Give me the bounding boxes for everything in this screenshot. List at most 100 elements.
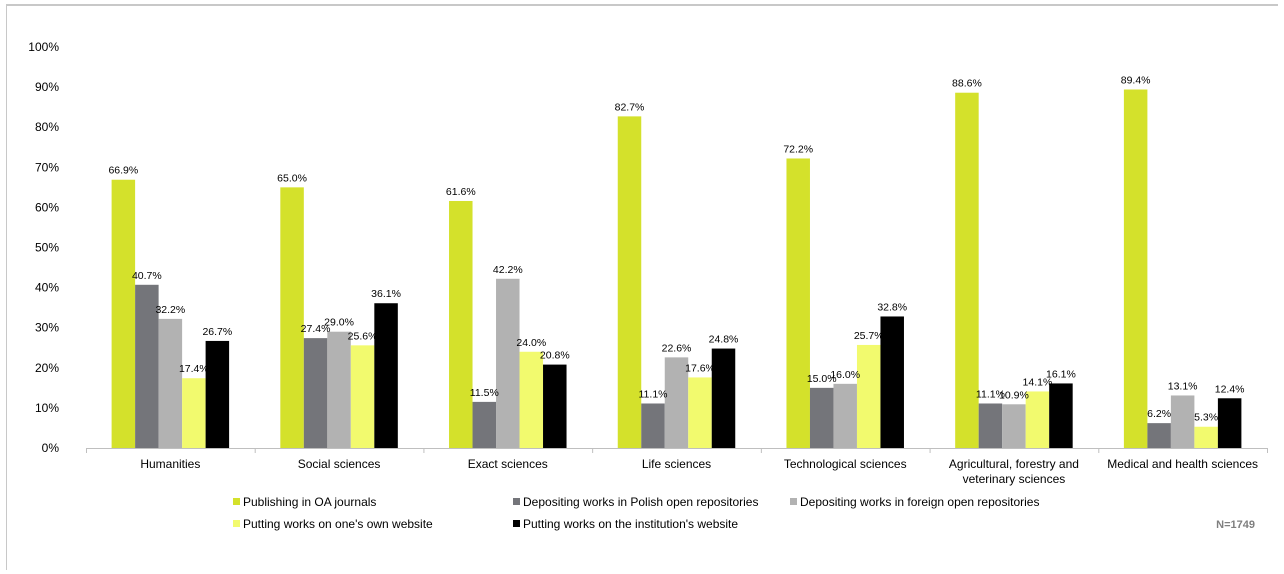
bar bbox=[496, 278, 520, 448]
data-label: 32.2% bbox=[155, 304, 185, 316]
bar bbox=[205, 340, 230, 448]
data-label: 17.6% bbox=[685, 362, 715, 374]
y-tick-label: 80% bbox=[35, 120, 59, 134]
bar bbox=[1025, 391, 1050, 448]
data-label: 5.3% bbox=[1194, 412, 1218, 424]
bars bbox=[111, 89, 1242, 449]
bar bbox=[1123, 89, 1148, 449]
legend-swatch bbox=[233, 520, 240, 527]
bar bbox=[1217, 398, 1242, 448]
data-label: 25.7% bbox=[854, 330, 884, 342]
y-tick-label: 50% bbox=[35, 241, 59, 255]
legend-label: Depositing works in Polish open reposito… bbox=[523, 495, 758, 509]
bar bbox=[786, 158, 810, 448]
bar bbox=[1049, 383, 1073, 448]
bar bbox=[641, 403, 665, 448]
category-label: Medical and health sciences bbox=[1107, 457, 1258, 471]
legend-swatch bbox=[513, 498, 520, 505]
bar bbox=[617, 116, 642, 449]
bar bbox=[880, 316, 904, 448]
data-label: 24.0% bbox=[516, 337, 546, 349]
data-label: 17.4% bbox=[179, 363, 209, 375]
data-label: 11.5% bbox=[470, 387, 499, 399]
data-label: 36.1% bbox=[371, 288, 401, 300]
data-label: 40.7% bbox=[132, 270, 162, 282]
legend-swatch bbox=[513, 520, 520, 527]
bar-chart: 0% 10% 20% 30% 40% 50% 60% 70% 80% 90% 100% 66.9% 4… bbox=[28, 40, 1268, 531]
bar bbox=[543, 364, 567, 448]
x-axis: Humanities Social sciences Exact sciences L… bbox=[140, 457, 1258, 486]
y-tick-label: 20% bbox=[35, 361, 59, 375]
bar bbox=[472, 401, 497, 448]
legend-label: Publishing in OA journals bbox=[243, 495, 376, 509]
data-label: 22.6% bbox=[662, 342, 692, 354]
category-label: Exact sciences bbox=[468, 457, 548, 471]
data-label: 25.6% bbox=[348, 330, 378, 342]
data-label: 6.2% bbox=[1147, 408, 1171, 420]
data-label: 12.4% bbox=[1215, 383, 1245, 395]
data-label: 24.8% bbox=[709, 334, 739, 346]
bar bbox=[374, 303, 398, 448]
data-label: 72.2% bbox=[783, 143, 813, 155]
y-tick-label: 10% bbox=[35, 401, 59, 415]
data-label: 42.2% bbox=[493, 264, 523, 276]
bar bbox=[711, 348, 736, 448]
y-tick-label: 0% bbox=[42, 441, 60, 455]
bar bbox=[809, 387, 834, 448]
bar bbox=[1170, 395, 1195, 448]
value-labels: 66.9% 40.7% 32.2% 17.4% 26.7% 65.0% 27.4%29.0%… bbox=[108, 75, 1244, 424]
bar bbox=[1002, 404, 1026, 448]
y-axis: 0% 10% 20% 30% 40% 50% 60% 70% 80% 90% 100% bbox=[28, 40, 1268, 455]
bar bbox=[1147, 423, 1171, 448]
category-label: Social sciences bbox=[298, 457, 381, 471]
data-label: 32.8% bbox=[877, 301, 907, 313]
bar bbox=[664, 357, 689, 448]
bar bbox=[158, 318, 183, 448]
bar bbox=[449, 200, 473, 448]
bar bbox=[1194, 426, 1218, 448]
data-label: 10.9% bbox=[999, 389, 1029, 401]
legend-label: Depositing works in foreign open reposit… bbox=[800, 495, 1039, 509]
bar bbox=[182, 378, 206, 448]
bar bbox=[833, 383, 857, 448]
legend-label: Putting works on the institution's websi… bbox=[523, 517, 738, 531]
bar bbox=[135, 284, 159, 448]
data-label: 82.7% bbox=[615, 101, 645, 113]
data-label: 61.6% bbox=[446, 186, 476, 198]
data-label: 20.8% bbox=[540, 350, 570, 362]
chart-frame: 0% 10% 20% 30% 40% 50% 60% 70% 80% 90% 100% 66.9% 4… bbox=[6, 4, 1278, 570]
sample-size-note: N=1749 bbox=[1216, 519, 1255, 531]
legend-swatch bbox=[790, 498, 797, 505]
y-tick-label: 60% bbox=[35, 200, 59, 214]
bar bbox=[955, 92, 979, 449]
bar bbox=[519, 351, 544, 448]
data-label: 13.1% bbox=[1168, 380, 1198, 392]
data-label: 11.1% bbox=[639, 388, 668, 400]
legend-swatch bbox=[233, 498, 240, 505]
data-label: 26.7% bbox=[202, 326, 232, 338]
y-tick-label: 30% bbox=[35, 321, 59, 335]
legend-label: Putting works on one's own website bbox=[243, 517, 433, 531]
y-tick-label: 40% bbox=[35, 281, 59, 295]
data-label: 16.0% bbox=[830, 369, 860, 381]
category-label: Technological sciences bbox=[784, 457, 907, 471]
bar bbox=[350, 345, 375, 448]
data-label: 16.1% bbox=[1046, 368, 1076, 380]
data-label: 27.4% bbox=[301, 323, 331, 335]
bar bbox=[856, 344, 881, 448]
data-label: 66.9% bbox=[108, 165, 138, 177]
y-tick-label: 70% bbox=[35, 160, 59, 174]
legend: Publishing in OA journals Depositing work… bbox=[233, 495, 1039, 531]
data-label: 15.0% bbox=[807, 373, 837, 385]
bar bbox=[280, 187, 304, 448]
bar bbox=[978, 403, 1003, 448]
category-label: Agricultural, forestry and veterinary sci… bbox=[949, 457, 1079, 486]
data-label: 14.1% bbox=[1023, 376, 1053, 388]
data-label: 89.4% bbox=[1121, 75, 1151, 87]
bar bbox=[327, 331, 351, 448]
bar bbox=[688, 377, 712, 448]
data-label: 88.6% bbox=[952, 78, 982, 90]
data-label: 65.0% bbox=[277, 172, 307, 184]
category-label: Life sciences bbox=[642, 457, 711, 471]
y-tick-label: 100% bbox=[28, 40, 59, 54]
